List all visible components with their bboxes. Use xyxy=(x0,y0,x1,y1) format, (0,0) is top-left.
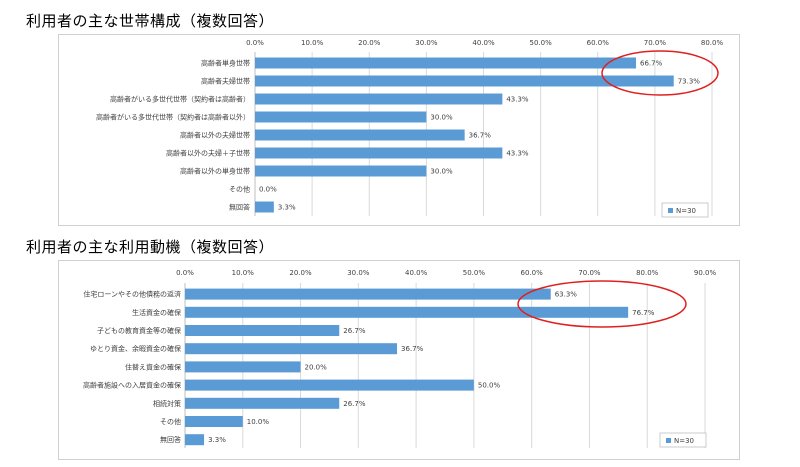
data-label: 43.3% xyxy=(506,96,529,104)
x-tick-label: 30.0% xyxy=(347,269,370,277)
category-label: 高齢者以外の夫婦＋子世帯 xyxy=(166,149,250,158)
category-label: 子どもの教育資金等の確保 xyxy=(97,326,181,335)
x-tick-label: 0.0% xyxy=(246,39,264,47)
bar xyxy=(255,201,274,213)
data-label: 50.0% xyxy=(478,382,501,390)
data-label: 36.7% xyxy=(401,345,424,353)
bar xyxy=(185,288,551,300)
data-label: 26.7% xyxy=(343,400,366,408)
bar xyxy=(185,343,398,355)
bar xyxy=(185,361,301,373)
data-label: 36.7% xyxy=(469,132,492,140)
legend: N=30 xyxy=(659,432,707,448)
legend-label: N=30 xyxy=(676,207,696,215)
data-label: 0.0% xyxy=(259,186,277,194)
data-label: 3.3% xyxy=(278,204,296,212)
bar xyxy=(185,325,340,336)
data-label: 30.0% xyxy=(430,114,453,122)
category-label: 高齢者単身世帯 xyxy=(201,59,250,68)
bar xyxy=(255,57,637,69)
x-tick-label: 10.0% xyxy=(232,269,255,277)
data-label: 30.0% xyxy=(430,168,453,176)
x-tick-label: 70.0% xyxy=(578,269,601,277)
category-label: 高齢者がいる多世代世帯（契約者は高齢者） xyxy=(110,95,250,104)
category-label: 無回答 xyxy=(160,435,181,444)
legend-swatch xyxy=(666,438,671,443)
data-label: 26.7% xyxy=(343,327,366,335)
category-label: その他 xyxy=(160,417,181,426)
bar xyxy=(255,75,674,87)
x-tick-label: 50.0% xyxy=(530,39,553,47)
x-tick-label: 50.0% xyxy=(463,269,486,277)
category-label: 高齢者がいる多世代世帯（契約者は高齢者以外） xyxy=(96,113,250,122)
bar xyxy=(255,129,465,141)
data-label: 66.7% xyxy=(640,60,663,68)
highlight-ellipse xyxy=(517,280,687,328)
data-label: 43.3% xyxy=(506,150,529,158)
x-tick-label: 20.0% xyxy=(289,269,312,277)
category-label: 無回答 xyxy=(229,203,250,212)
legend-swatch xyxy=(668,208,673,213)
category-label: 生活資金の確保 xyxy=(132,308,181,317)
category-label: 相続対策 xyxy=(153,399,181,408)
x-tick-label: 0.0% xyxy=(176,269,194,277)
chart1-title: 利用者の主な世帯構成（複数回答） xyxy=(26,12,275,30)
category-label: 住宅ローンやその他債務の返済 xyxy=(83,290,181,299)
highlight-ellipse xyxy=(601,50,719,96)
legend-label: N=30 xyxy=(674,437,694,445)
x-tick-label: 40.0% xyxy=(472,39,495,47)
x-tick-label: 60.0% xyxy=(587,39,610,47)
category-label: 高齢者夫婦世帯 xyxy=(201,77,250,86)
data-label: 20.0% xyxy=(305,363,328,371)
bar xyxy=(255,147,503,159)
x-tick-label: 80.0% xyxy=(701,39,724,47)
bar xyxy=(185,379,474,391)
bar xyxy=(185,434,205,446)
x-tick-label: 90.0% xyxy=(694,269,717,277)
category-label: 高齢者以外の夫婦世帯 xyxy=(180,131,250,140)
bar xyxy=(185,306,629,318)
data-label: 73.3% xyxy=(678,78,701,86)
category-label: ゆとり資金、余暇資金の確保 xyxy=(90,344,181,353)
bar xyxy=(185,416,243,427)
bar xyxy=(255,93,503,105)
bar xyxy=(255,165,427,177)
legend-box xyxy=(661,202,709,218)
bar xyxy=(185,397,340,409)
x-tick-label: 10.0% xyxy=(301,39,324,47)
legend: N=30 xyxy=(661,202,709,218)
data-label: 76.7% xyxy=(632,309,655,317)
data-label: 3.3% xyxy=(208,436,226,444)
category-label: 住替え資金の確保 xyxy=(125,362,181,371)
data-label: 63.3% xyxy=(555,291,578,299)
category-label: その他 xyxy=(229,185,250,194)
x-tick-label: 60.0% xyxy=(521,269,544,277)
x-tick-label: 20.0% xyxy=(358,39,381,47)
bar xyxy=(255,111,427,123)
chart2-title: 利用者の主な利用動機（複数回答） xyxy=(26,238,275,256)
x-tick-label: 40.0% xyxy=(405,269,428,277)
x-tick-label: 70.0% xyxy=(644,39,667,47)
x-tick-label: 30.0% xyxy=(415,39,438,47)
x-tick-label: 80.0% xyxy=(636,269,659,277)
category-label: 高齢者施設への入居資金の確保 xyxy=(83,381,181,390)
legend-box xyxy=(659,432,707,448)
data-label: 10.0% xyxy=(247,418,270,426)
category-label: 高齢者以外の単身世帯 xyxy=(180,167,250,176)
